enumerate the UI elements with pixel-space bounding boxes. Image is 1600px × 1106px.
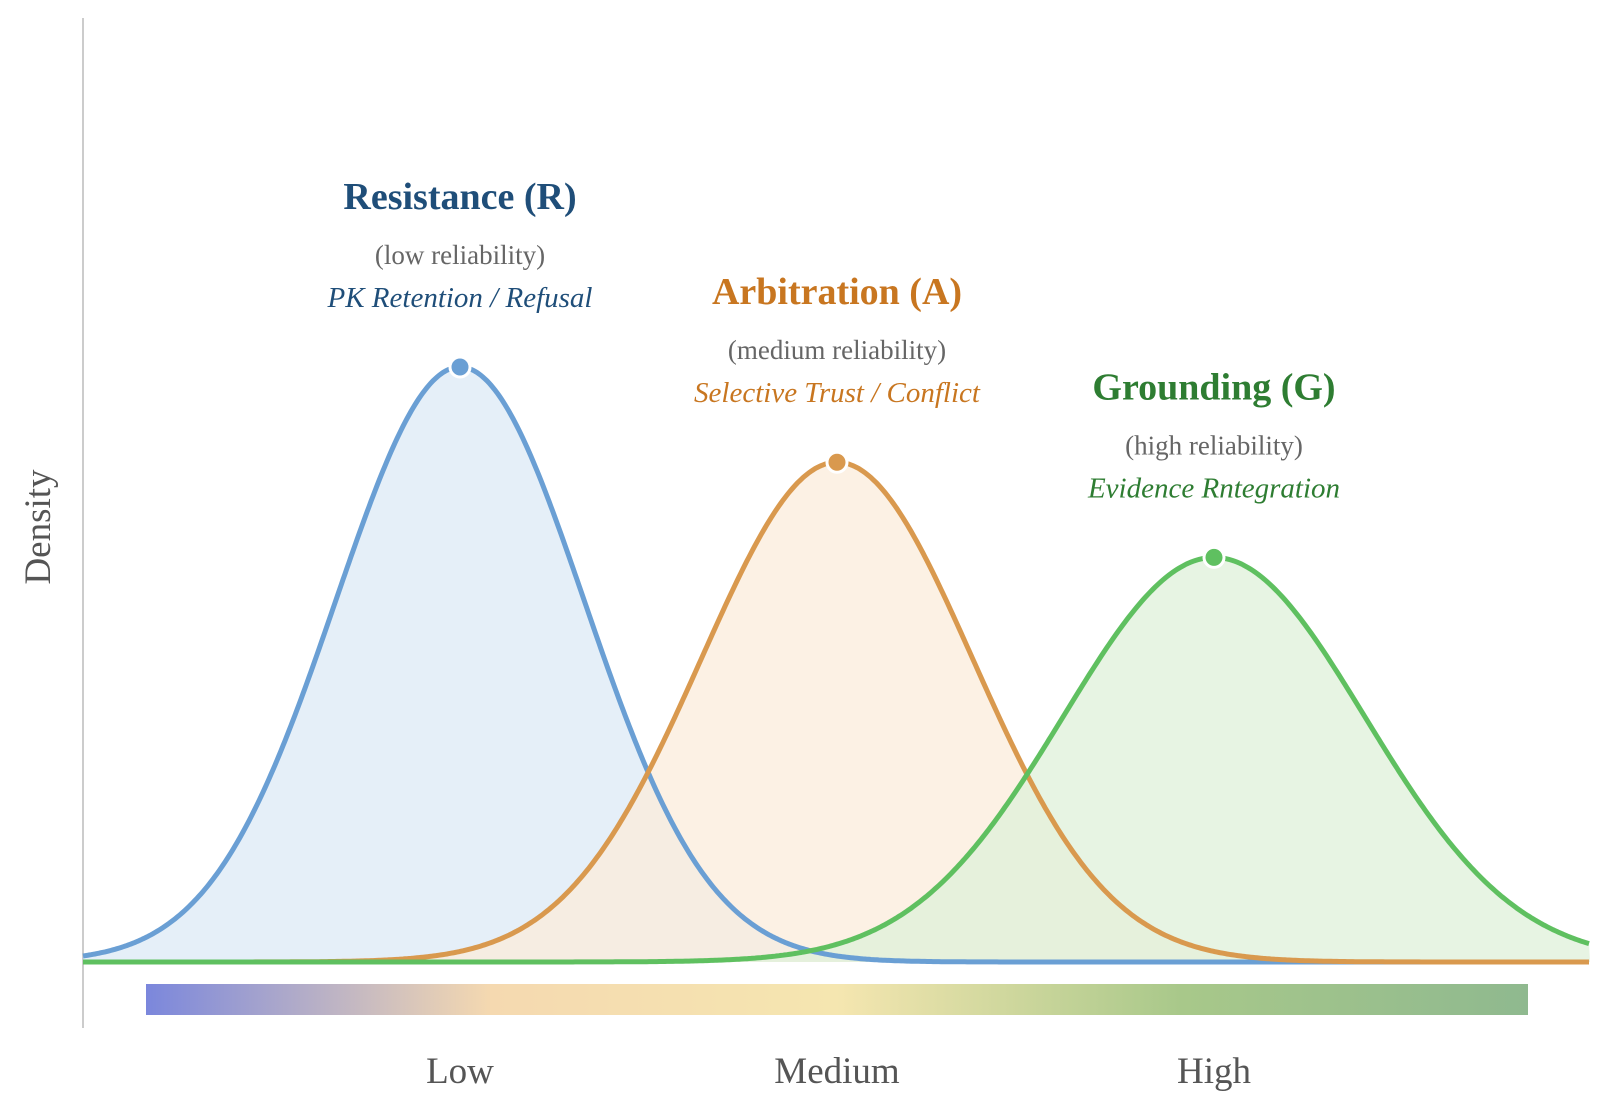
reliability-gradient-bar (146, 984, 1528, 1015)
curve-annotations: Resistance (R) (low reliability) PK Retent… (327, 176, 1341, 504)
curve-role-G: Evidence Rntegration (1087, 472, 1340, 504)
curve-title-A: Arbitration (A) (712, 271, 962, 313)
curve-title-R: Resistance (R) (343, 176, 576, 218)
x-tick-label: Medium (774, 1051, 900, 1092)
peak-markers (448, 355, 1226, 569)
area-G (83, 557, 1590, 962)
curve-reliability-G: (high reliability) (1125, 430, 1303, 460)
peak-marker-R (448, 355, 472, 379)
peak-marker-G (1202, 545, 1226, 569)
area-A (83, 462, 1590, 962)
area-fills (83, 367, 1590, 962)
area-R (83, 367, 1590, 962)
y-axis-label: Density (18, 469, 59, 585)
x-tick-label: High (1177, 1051, 1252, 1092)
curve-line-G (83, 554, 1590, 965)
x-tick-labels: Low Medium High (426, 1051, 1251, 1092)
x-tick-label: Low (426, 1051, 494, 1092)
curve-reliability-A: (medium reliability) (728, 335, 946, 365)
peak-marker-A (825, 450, 849, 474)
curve-title-G: Grounding (G) (1092, 366, 1335, 408)
curve-reliability-R: (low reliability) (375, 240, 545, 270)
curve-role-A: Selective Trust / Conflict (694, 377, 981, 409)
curve-role-R: PK Retention / Refusal (327, 282, 593, 314)
